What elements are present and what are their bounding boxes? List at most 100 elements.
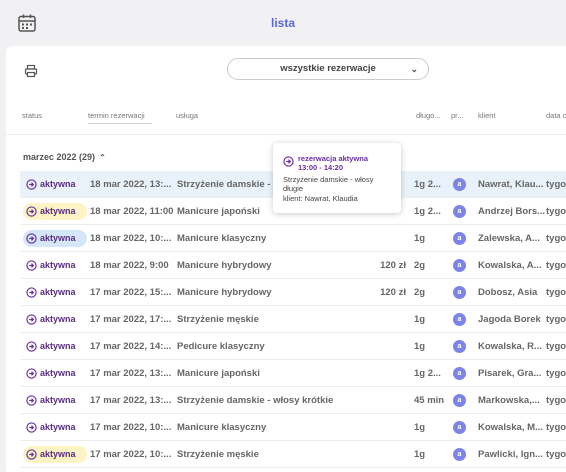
- date-cell: tygo: [546, 206, 566, 217]
- avatar[interactable]: a: [453, 448, 466, 461]
- column-header-client[interactable]: klient: [478, 111, 496, 120]
- arrow-circle-icon: [26, 395, 37, 406]
- status-badge[interactable]: aktywna: [23, 203, 87, 220]
- date-cell: tygo: [546, 260, 566, 271]
- arrow-circle-icon: [26, 206, 37, 217]
- table-row[interactable]: aktywna 17 mar 2022, 13:... Manicure japoń…: [20, 360, 566, 387]
- chevron-down-icon: ⌄: [410, 64, 418, 74]
- tooltip-time: 13:00 - 14:20: [298, 163, 344, 172]
- status-badge[interactable]: aktywna: [23, 284, 87, 301]
- table-row[interactable]: aktywna 17 mar 2022, 17:... Strzyżenie męs…: [20, 306, 566, 333]
- avatar[interactable]: a: [453, 205, 466, 218]
- calendar-icon[interactable]: [17, 13, 37, 33]
- status-badge[interactable]: aktywna: [23, 176, 87, 193]
- column-header-date[interactable]: data c: [546, 111, 566, 120]
- arrow-circle-icon: [283, 156, 294, 167]
- avatar[interactable]: a: [453, 286, 466, 299]
- duration-cell: 1g: [414, 314, 426, 325]
- avatar[interactable]: a: [453, 259, 466, 272]
- reservation-tooltip: rezerwacja aktywna 13:00 - 14:20 Strzyże…: [273, 143, 401, 213]
- chevron-up-icon[interactable]: ⌃: [99, 153, 106, 162]
- term-cell: 18 mar 2022, 11:00: [90, 206, 174, 217]
- service-cell: Pedicure klasyczny: [177, 341, 265, 352]
- column-header-duration[interactable]: długo...: [416, 111, 441, 120]
- table-row[interactable]: aktywna 17 mar 2022, 15:... Manicure hybry…: [20, 279, 566, 306]
- month-group-header[interactable]: marzec 2022 (29) ⌃: [23, 152, 106, 162]
- table-row[interactable]: aktywna 18 mar 2022, 10:... Manicure klasy…: [20, 225, 566, 252]
- avatar[interactable]: a: [453, 178, 466, 191]
- status-label: aktywna: [40, 233, 76, 243]
- table-row[interactable]: aktywna 18 mar 2022, 11:00 Manicure japońs…: [20, 198, 566, 225]
- avatar[interactable]: a: [453, 340, 466, 353]
- status-badge[interactable]: aktywna: [23, 446, 87, 463]
- service-cell: Manicure japoński: [177, 206, 260, 217]
- date-cell: tygo: [546, 449, 566, 460]
- price-cell: 120 zł: [380, 260, 406, 271]
- client-cell: Pawlicki, Ign...: [478, 449, 543, 460]
- status-label: aktywna: [40, 206, 76, 216]
- client-cell: Andrzej Bors...: [478, 206, 546, 217]
- table-row[interactable]: aktywna 17 mar 2022, 14:... Pedicure klasy…: [20, 333, 566, 360]
- printer-icon[interactable]: [24, 64, 38, 78]
- reservation-filter-select[interactable]: wszystkie rezerwacje ⌄: [227, 58, 429, 80]
- column-header-pr[interactable]: pr...: [451, 111, 464, 120]
- duration-cell: 1g 2...: [414, 206, 441, 217]
- status-badge[interactable]: aktywna: [23, 392, 87, 409]
- client-cell: Pisarek, Gra...: [478, 368, 542, 379]
- table-row[interactable]: aktywna 17 mar 2022, 10:... Manicure klasy…: [20, 414, 566, 441]
- term-cell: 17 mar 2022, 13:...: [90, 368, 172, 379]
- duration-cell: 1g: [414, 341, 426, 352]
- avatar[interactable]: a: [453, 421, 466, 434]
- duration-cell: 1g 2...: [414, 368, 441, 379]
- column-header-status[interactable]: status: [22, 111, 43, 120]
- page-title[interactable]: lista: [270, 16, 295, 30]
- client-cell: Kowalska, M...: [478, 422, 543, 433]
- table-row[interactable]: aktywna 18 mar 2022, 9:00 Manicure hybrydo…: [20, 252, 566, 279]
- term-cell: 18 mar 2022, 9:00: [90, 260, 169, 271]
- service-cell: Strzyżenie męskie: [177, 314, 259, 325]
- client-cell: Jagoda Borek: [478, 314, 541, 325]
- status-badge[interactable]: aktywna: [23, 230, 87, 247]
- term-cell: 17 mar 2022, 17:...: [90, 314, 172, 325]
- client-cell: Nawrat, Klau...: [478, 179, 544, 190]
- client-cell: Dobosz, Asia: [478, 287, 538, 298]
- table-row[interactable]: aktywna 17 mar 2022, 13:... Strzyżenie dam…: [20, 387, 566, 414]
- client-cell: Markowska,...: [478, 395, 540, 406]
- duration-cell: 2g: [414, 260, 426, 271]
- avatar[interactable]: a: [453, 313, 466, 326]
- status-label: aktywna: [40, 368, 76, 378]
- duration-cell: 45 min: [414, 395, 445, 406]
- term-cell: 17 mar 2022, 10:...: [90, 449, 172, 460]
- duration-cell: 1g: [414, 449, 426, 460]
- status-badge[interactable]: aktywna: [23, 365, 87, 382]
- service-cell: Manicure hybrydowy: [177, 287, 272, 298]
- service-cell: Manicure japoński: [177, 368, 260, 379]
- tooltip-service: Strzyżenie damskie - włosy długie: [283, 175, 374, 193]
- status-label: aktywna: [40, 449, 76, 459]
- arrow-circle-icon: [26, 314, 37, 325]
- service-cell: Strzyżenie męskie: [177, 449, 259, 460]
- avatar[interactable]: a: [453, 367, 466, 380]
- term-cell: 17 mar 2022, 10:...: [90, 422, 172, 433]
- duration-cell: 1g: [414, 422, 426, 433]
- term-cell: 17 mar 2022, 14:...: [90, 341, 172, 352]
- status-badge[interactable]: aktywna: [23, 419, 87, 436]
- price-cell: 120 zł: [380, 287, 406, 298]
- column-header-service[interactable]: usługa: [176, 111, 199, 120]
- table-row[interactable]: aktywna 17 mar 2022, 10:... Strzyżenie męs…: [20, 441, 566, 468]
- arrow-circle-icon: [26, 260, 37, 271]
- duration-cell: 1g 2...: [414, 179, 441, 190]
- avatar[interactable]: a: [453, 232, 466, 245]
- arrow-circle-icon: [26, 449, 37, 460]
- status-label: aktywna: [40, 314, 76, 324]
- arrow-circle-icon: [26, 422, 37, 433]
- term-cell: 17 mar 2022, 13:...: [90, 395, 172, 406]
- service-cell: Manicure klasyczny: [177, 233, 267, 244]
- status-badge[interactable]: aktywna: [23, 311, 87, 328]
- status-badge[interactable]: aktywna: [23, 338, 87, 355]
- arrow-circle-icon: [26, 341, 37, 352]
- status-badge[interactable]: aktywna: [23, 257, 87, 274]
- column-header-term[interactable]: termin rezerwacji: [88, 111, 145, 120]
- avatar[interactable]: a: [453, 394, 466, 407]
- sort-underline: [88, 123, 152, 124]
